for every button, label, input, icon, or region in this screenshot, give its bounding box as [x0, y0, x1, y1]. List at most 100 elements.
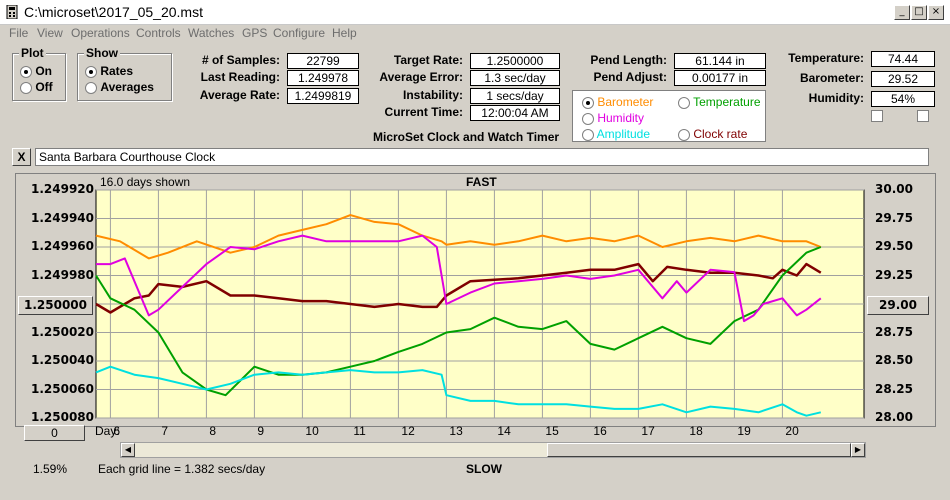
- grid-lines: [96, 189, 864, 419]
- plot-off-radio-icon: [20, 81, 32, 94]
- right-axis-tick-label: 28.25: [875, 381, 913, 396]
- overlay-selector: Barometer Temperature Humidity Amplitude…: [572, 90, 766, 142]
- overlay-temperature-icon: [678, 96, 690, 109]
- series-amplitude: [95, 365, 822, 417]
- right-checkbox[interactable]: [917, 110, 929, 122]
- day-tick-label: 11: [353, 424, 366, 438]
- menu-operations[interactable]: Operations: [71, 26, 130, 40]
- day-tick-label: 20: [785, 424, 799, 438]
- menu-configure[interactable]: Configure: [273, 26, 326, 40]
- minimize-icon[interactable]: _: [894, 5, 910, 20]
- right-axis-tick-label: 29.25: [875, 267, 913, 282]
- average-error-label: Average Error:: [379, 70, 463, 84]
- clock-name-field[interactable]: Santa Barbara Courthouse Clock: [35, 148, 929, 166]
- overlay-barometer-icon: [582, 96, 594, 109]
- day-tick-label: 7: [161, 424, 169, 438]
- day-tick-label: 15: [545, 424, 559, 438]
- samples-label: # of Samples:: [201, 53, 280, 67]
- plot-on-radio[interactable]: On: [20, 64, 52, 78]
- show-rates-label: Rates: [100, 64, 134, 78]
- right-center-button[interactable]: 29.00: [867, 296, 929, 315]
- menu-file[interactable]: File: [9, 26, 29, 40]
- last-reading-label: Last Reading:: [200, 70, 280, 84]
- menu-gps[interactable]: GPS: [242, 26, 268, 40]
- days-shown-label: 16.0 days shown: [100, 175, 191, 189]
- slow-label: SLOW: [466, 462, 502, 476]
- overlay-temperature-radio[interactable]: Temperature: [678, 95, 761, 109]
- series-barometer: [95, 214, 822, 260]
- show-averages-radio-icon: [85, 81, 97, 94]
- overlay-humidity-radio[interactable]: Humidity: [582, 111, 644, 125]
- target-rate-value: 1.2500000: [470, 53, 560, 69]
- right-axis-tick-label: 30.00: [875, 182, 913, 196]
- temperature-value: 74.44: [871, 51, 935, 67]
- menu-watches[interactable]: Watches: [188, 26, 235, 40]
- average-error-value: 1.3 sec/day: [470, 70, 560, 86]
- show-rates-radio[interactable]: Rates: [85, 64, 133, 78]
- left-axis-tick-label: 1.249920: [31, 182, 95, 196]
- humidity-label: Humidity:: [808, 91, 864, 105]
- scroll-thumb[interactable]: [547, 443, 851, 457]
- scroll-left-icon[interactable]: ◀: [121, 443, 135, 457]
- current-time-value: 12:00:04 AM: [470, 105, 560, 121]
- overlay-clockrate-icon: [678, 128, 690, 141]
- samples-value: 22799: [287, 53, 359, 69]
- zero-button[interactable]: 0: [24, 425, 85, 441]
- left-center-button[interactable]: 1.250000: [18, 296, 93, 315]
- day-tick-label: 14: [497, 424, 511, 438]
- title-bar[interactable]: C:\microset\2017_05_20.mst _ □ ×: [0, 0, 950, 25]
- day-tick-label: 10: [305, 424, 319, 438]
- plot-off-radio[interactable]: Off: [20, 80, 53, 94]
- plot-group-title: Plot: [19, 46, 46, 60]
- horizontal-scrollbar[interactable]: ◀ ▶: [120, 442, 866, 458]
- series-group: [95, 214, 822, 417]
- menu-bar: File View Operations Controls Watches GP…: [0, 24, 950, 43]
- day-tick-label: 9: [257, 424, 265, 438]
- close-icon[interactable]: ×: [928, 5, 944, 20]
- pend-adjust-label: Pend Adjust:: [593, 70, 667, 84]
- day-tick-label: 19: [737, 424, 751, 438]
- left-checkbox[interactable]: [871, 110, 883, 122]
- overlay-barometer-radio[interactable]: Barometer: [582, 95, 653, 109]
- temperature-label: Temperature:: [788, 51, 864, 65]
- left-axis-tick-label: 1.250040: [31, 353, 95, 367]
- menu-view[interactable]: View: [37, 26, 63, 40]
- series-humidity: [96, 234, 822, 323]
- overlay-amplitude-label: Amplitude: [596, 127, 651, 141]
- day-tick-label: 17: [641, 424, 655, 438]
- pend-length-label: Pend Length:: [590, 53, 667, 67]
- show-averages-radio[interactable]: Averages: [85, 80, 154, 94]
- show-averages-label: Averages: [100, 80, 154, 94]
- day-tick-label: 12: [401, 424, 415, 438]
- instability-value: 1 secs/day: [470, 88, 560, 104]
- maximize-icon[interactable]: □: [911, 5, 927, 20]
- day-axis-label: Day:: [95, 424, 120, 438]
- overlay-barometer-label: Barometer: [597, 95, 654, 109]
- series-temperature: [95, 246, 822, 397]
- left-axis-tick-label: 1.249940: [31, 210, 95, 225]
- close-clock-button[interactable]: X: [12, 148, 31, 166]
- percent-label: 1.59%: [33, 462, 68, 476]
- overlay-temperature-label: Temperature: [693, 95, 761, 109]
- close-clock-icon: X: [17, 150, 26, 164]
- last-reading-value: 1.249978: [287, 70, 359, 86]
- overlay-humidity-icon: [582, 112, 594, 125]
- plot-on-radio-icon: [20, 65, 32, 78]
- pend-length-value: 61.144 in: [674, 53, 766, 69]
- right-axis-tick-label: 29.75: [875, 210, 913, 225]
- overlay-humidity-label: Humidity: [597, 111, 645, 125]
- overlay-clockrate-radio[interactable]: Clock rate: [678, 127, 747, 141]
- day-tick-label: 13: [449, 424, 463, 438]
- barometer-value: 29.52: [871, 71, 935, 87]
- barometer-label: Barometer:: [799, 71, 864, 85]
- day-tick-label: 18: [689, 424, 703, 438]
- app-icon: [6, 5, 18, 19]
- plot-on-label: On: [35, 64, 53, 78]
- scroll-right-icon[interactable]: ▶: [851, 443, 865, 457]
- overlay-amplitude-radio[interactable]: Amplitude: [582, 127, 650, 141]
- menu-help[interactable]: Help: [332, 26, 357, 40]
- show-group: Show Rates Averages: [77, 46, 172, 101]
- menu-controls[interactable]: Controls: [136, 26, 181, 40]
- right-axis-tick-label: 28.00: [875, 410, 913, 424]
